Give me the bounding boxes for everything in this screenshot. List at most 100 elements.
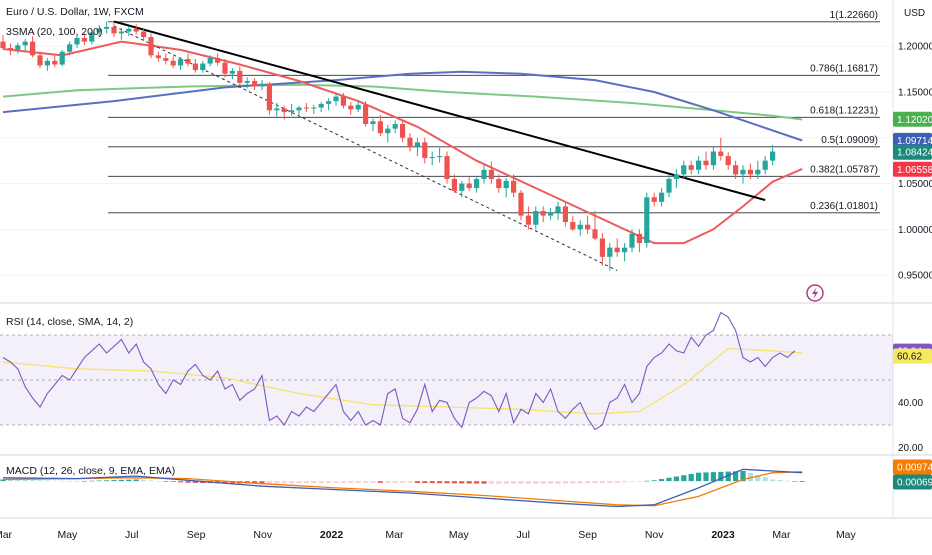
time-axis[interactable]: Mar May Jul Sep Nov 2022 Mar May Jul Sep Nov 2023 Ma… xyxy=(0,529,857,541)
candle-body xyxy=(599,238,605,257)
currency-label: USD xyxy=(904,8,925,19)
macd-histogram-bar xyxy=(37,480,43,482)
candle-body xyxy=(733,165,739,175)
candle-body xyxy=(215,58,221,63)
rsi-tick-label: 40.00 xyxy=(898,398,923,409)
price-badge-bg xyxy=(893,111,932,127)
macd-histogram-bar xyxy=(81,480,87,482)
resistance-trendline[interactable] xyxy=(113,20,766,201)
candle-body xyxy=(333,96,339,102)
price-badge: 1.09714 xyxy=(897,136,932,147)
candle-body xyxy=(659,192,665,202)
candle-body xyxy=(104,26,110,29)
macd-histogram-bar xyxy=(762,477,768,482)
price-badge-bg xyxy=(893,161,932,177)
rsi-tick-label: 20.00 xyxy=(898,443,923,454)
macd-histogram-bar xyxy=(296,481,302,484)
macd-histogram-bar xyxy=(659,479,665,482)
candle-body xyxy=(200,63,206,71)
macd-histogram-bar xyxy=(303,481,309,484)
candle-body xyxy=(592,229,598,239)
time-axis-label: Mar xyxy=(772,529,791,541)
macd-histogram-bar xyxy=(614,481,620,483)
macd-histogram-bar xyxy=(111,480,117,482)
macd-histogram-bar xyxy=(710,472,716,482)
candle-body xyxy=(81,37,87,42)
candle-body xyxy=(340,96,346,106)
candle-body xyxy=(163,58,169,61)
candle-body xyxy=(622,247,628,253)
time-axis-label: Mar xyxy=(385,529,404,541)
price-tick-label: 1.05000 xyxy=(898,179,932,190)
rsi-indicator-label[interactable]: RSI (14, close, SMA, 14, 2) xyxy=(6,316,133,328)
fibonacci-levels[interactable]: 1(1.22660) 0.786(1.16817) 0.618(1.12231) 0.… xyxy=(108,10,880,214)
macd-histogram-bar xyxy=(96,480,102,482)
trendlines[interactable] xyxy=(113,20,766,271)
macd-histogram-bar xyxy=(348,481,354,483)
macd-histogram-bar xyxy=(466,481,472,484)
candle-body xyxy=(481,169,487,179)
macd-histogram-bar xyxy=(799,481,805,482)
macd-histogram-bar xyxy=(681,475,687,482)
macd-indicator-label[interactable]: MACD (12, 26, close, 9, EMA, EMA) xyxy=(6,465,175,477)
fib-level-label: 0.618(1.12231) xyxy=(810,105,878,116)
macd-histogram-bar xyxy=(370,481,376,483)
candle-body xyxy=(629,233,635,248)
candle-body xyxy=(363,104,369,125)
candle-body xyxy=(755,169,761,175)
sma-indicator-label[interactable]: 3SMA (20, 100, 200) xyxy=(6,26,102,38)
macd-histogram-bar xyxy=(400,481,406,483)
macd-badge: 0.00069 xyxy=(897,478,932,489)
macd-histogram-bar xyxy=(725,471,731,482)
candle-body xyxy=(118,31,124,34)
candle-body xyxy=(511,180,517,193)
macd-histogram-bar xyxy=(422,481,428,484)
candle-body xyxy=(252,80,258,87)
macd-histogram-bar xyxy=(585,481,591,484)
candle-body xyxy=(222,62,228,74)
macd-histogram-bar xyxy=(451,481,457,484)
candle-body xyxy=(762,160,768,170)
candle-body xyxy=(555,206,561,213)
price-badge: 1.08424 xyxy=(897,148,932,159)
macd-histogram-bar xyxy=(15,479,21,482)
macd-histogram-bar xyxy=(518,481,524,484)
candle-body xyxy=(740,169,746,175)
candle-body xyxy=(747,169,753,175)
candle-body xyxy=(548,212,554,216)
macd-histogram-bar xyxy=(488,481,494,484)
macd-histogram-bar xyxy=(437,481,443,484)
macd-histogram-bar xyxy=(548,481,554,484)
macd-histogram-bar xyxy=(192,481,198,483)
macd-pane[interactable]: 0.00974 0.00069 xyxy=(0,459,932,508)
macd-histogram-bar xyxy=(52,480,58,482)
macd-histogram-bar xyxy=(252,481,258,484)
time-axis-label: Mar xyxy=(0,529,13,541)
macd-histogram-bar xyxy=(555,481,561,484)
candle-body xyxy=(370,121,376,125)
candle-body xyxy=(155,55,161,59)
lightning-icon[interactable] xyxy=(806,284,824,302)
macd-histogram-bar xyxy=(540,481,546,484)
macd-histogram-bar xyxy=(392,481,398,483)
time-axis-label: Sep xyxy=(578,529,597,541)
price-axis[interactable]: 1.200001.150001.100001.050001.000000.950… xyxy=(893,42,932,282)
candle-body xyxy=(451,178,457,191)
macd-histogram-bar xyxy=(74,481,80,482)
candle-body xyxy=(30,41,36,56)
macd-histogram-bar xyxy=(363,481,369,483)
macd-histogram-bar xyxy=(622,481,628,483)
candle-body xyxy=(681,165,687,175)
candle-body xyxy=(533,211,539,225)
sma-100-line xyxy=(2,70,803,142)
macd-histogram-bar xyxy=(777,480,783,482)
macd-histogram-bar xyxy=(511,481,517,484)
candle-body xyxy=(503,180,509,189)
time-axis-label: 2022 xyxy=(320,529,344,541)
candle-body xyxy=(429,156,435,158)
candle-body xyxy=(725,156,731,166)
candle-body xyxy=(111,26,117,34)
